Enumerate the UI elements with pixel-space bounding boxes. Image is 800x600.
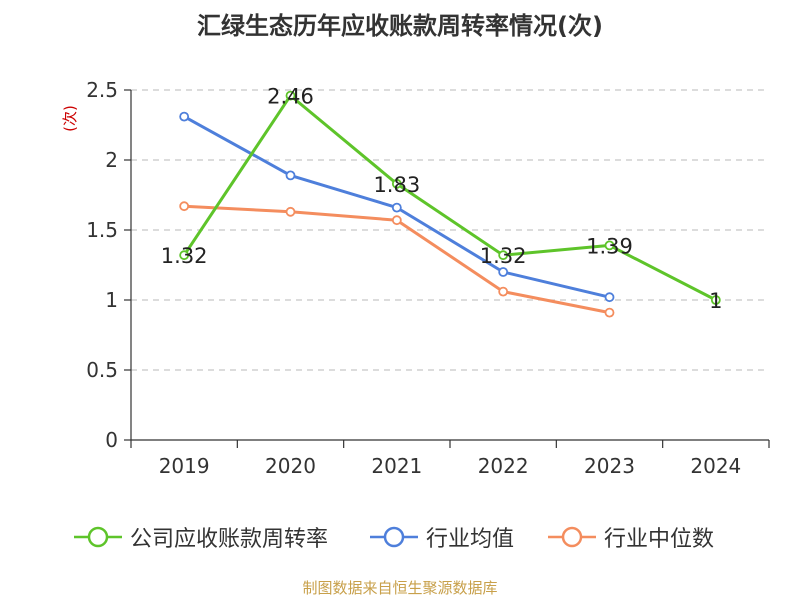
legend-label-industry-median: 行业中位数 — [604, 527, 715, 552]
point-industry_median-2023 — [604, 307, 615, 318]
legend-item-company[interactable]: 公司应收账款周转率 — [72, 520, 328, 554]
point-company-2020 — [285, 90, 296, 101]
data-label-2022: 1.32 — [480, 244, 527, 268]
data-source-note: 制图数据来自恒生聚源数据库 — [302, 579, 498, 597]
point-industry_avg-2023 — [604, 292, 615, 303]
legend-label-company: 公司应收账款周转率 — [130, 527, 329, 552]
x-tick-label-2023: 2023 — [584, 454, 635, 478]
point-industry_median-2020 — [285, 206, 296, 217]
x-tick-label-2019: 2019 — [159, 454, 210, 478]
point-industry_avg-2019 — [179, 111, 190, 122]
y-tick-label: 0 — [105, 428, 118, 452]
legend-marker-company — [74, 526, 122, 548]
axes: 0 0.5 1 1.5 2 2.5 2019 2020 2021 2022 2023 2024 — [86, 78, 770, 478]
point-industry_avg-2020 — [285, 170, 296, 181]
y-tick-label: 2.5 — [86, 78, 118, 102]
point-industry_avg-2021 — [391, 202, 402, 213]
point-industry_median-2022 — [498, 286, 509, 297]
x-tick-label-2022: 2022 — [478, 454, 529, 478]
point-industry_median-2021 — [391, 215, 402, 226]
legend: 公司应收账款周转率 行业均值 行业中位数 — [0, 520, 800, 554]
data-label-2023: 1.39 — [586, 234, 633, 258]
y-tick-label: 0.5 — [86, 358, 118, 382]
point-company-2022 — [498, 250, 509, 261]
x-tick-label-2024: 2024 — [690, 454, 741, 478]
legend-marker-industry-median — [548, 526, 596, 548]
x-tick-label-2020: 2020 — [265, 454, 316, 478]
y-tick-label: 1.5 — [86, 218, 118, 242]
x-tick-label-2021: 2021 — [371, 454, 422, 478]
point-company-2019 — [179, 250, 190, 261]
point-company-2024 — [710, 295, 721, 305]
grid-lines — [131, 89, 769, 371]
point-company-2023 — [604, 240, 615, 251]
series-lines — [179, 90, 721, 318]
legend-item-industry-median[interactable]: 行业中位数 — [546, 520, 714, 554]
point-industry_median-2019 — [179, 201, 190, 212]
chart-title: 汇绿生态历年应收账款周转率情况(次) — [197, 12, 603, 40]
legend-item-industry-avg[interactable]: 行业均值 — [368, 520, 514, 554]
point-company-2021 — [391, 178, 402, 189]
data-labels: 1.32 2.46 1.83 1.32 1.39 1 — [161, 85, 723, 313]
y-tick-label: 1 — [105, 288, 118, 312]
data-label-2019: 1.32 — [161, 244, 208, 268]
legend-marker-industry-avg — [370, 526, 418, 548]
data-label-2021: 1.83 — [373, 173, 420, 197]
point-industry_avg-2022 — [498, 267, 509, 277]
data-label-2024: 1 — [709, 289, 722, 313]
series-line-company — [182, 94, 717, 302]
data-label-2020: 2.46 — [267, 85, 314, 109]
y-tick-label: 2 — [105, 148, 118, 172]
legend-label-industry-avg: 行业均值 — [426, 527, 515, 552]
